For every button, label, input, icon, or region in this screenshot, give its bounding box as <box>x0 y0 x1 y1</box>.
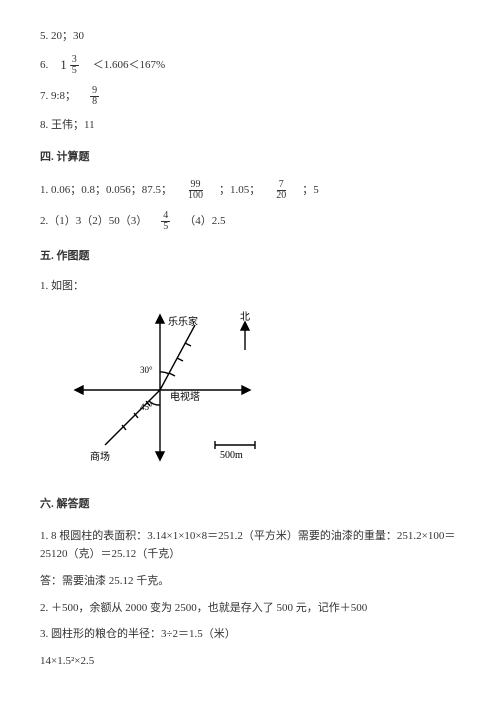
text: 1. 0.06；0.8；0.056；87.5； <box>40 182 172 199</box>
label-angle2: 45° <box>140 402 153 412</box>
s6-p1-ans: 答：需要油漆 25.12 千克。 <box>40 572 460 591</box>
fraction: 9 8 <box>90 86 99 107</box>
fraction: 3 5 <box>70 55 79 76</box>
text: （4）2.5 <box>184 213 225 230</box>
section4-title: 四. 计算题 <box>40 149 460 166</box>
denominator: 20 <box>274 191 288 201</box>
section6-title: 六. 解答题 <box>40 496 460 513</box>
fraction: 7 20 <box>274 180 288 201</box>
s6-p4: 14×1.5²×2.5 <box>40 652 460 671</box>
section6-body: 1. 8 根圆柱的表面积：3.14×1×10×8＝251.2（平方米）需要的油漆… <box>40 527 460 671</box>
text: ；5 <box>302 182 319 199</box>
section5-q1: 1. 如图： <box>40 278 460 295</box>
text: 2.（1）3（2）50（3） <box>40 213 147 230</box>
text: 5. 20；30 <box>40 28 84 45</box>
suffix: ＜1.606＜167% <box>93 57 165 74</box>
section4-q1: 1. 0.06；0.8；0.056；87.5； 99 100 ；1.05； 7 … <box>40 180 460 201</box>
numerator: 4 <box>161 211 170 222</box>
text: 1. 如图： <box>40 278 84 295</box>
numerator: 99 <box>189 180 203 191</box>
numerator: 7 <box>277 180 286 191</box>
section4-q2: 2.（1）3（2）50（3） 4 5 （4）2.5 <box>40 211 460 232</box>
s6-p3: 3. 圆柱形的粮仓的半径：3÷2＝1.5（米） <box>40 625 460 644</box>
denominator: 8 <box>90 97 99 107</box>
label-mall: 商场 <box>90 450 110 463</box>
label-tvtower: 电视塔 <box>170 390 200 403</box>
denominator: 5 <box>70 66 79 76</box>
prefix: 7. 9:8； <box>40 88 76 105</box>
numerator: 9 <box>90 86 99 97</box>
whole: 1 <box>60 55 67 75</box>
fraction: 4 5 <box>161 211 170 232</box>
s6-p1: 1. 8 根圆柱的表面积：3.14×1×10×8＝251.2（平方米）需要的油漆… <box>40 527 460 564</box>
label-lelehome: 乐乐家 <box>168 315 198 328</box>
fraction: 99 100 <box>186 180 205 201</box>
text: 8. 王伟；11 <box>40 117 95 134</box>
direction-diagram: 北 乐乐家 电视塔 商场 500m 30° 45° <box>70 305 460 481</box>
denominator: 100 <box>186 191 205 201</box>
label-north: 北 <box>240 311 250 323</box>
section5-title: 五. 作图题 <box>40 248 460 265</box>
answer-7: 7. 9:8； 9 8 <box>40 86 460 107</box>
numerator: 3 <box>70 55 79 66</box>
answer-8: 8. 王伟；11 <box>40 117 460 134</box>
prefix: 6. <box>40 57 48 74</box>
label-scale: 500m <box>220 450 243 461</box>
mixed-fraction: 1 3 5 <box>60 55 81 76</box>
s6-p2: 2. ＋500，余额从 2000 变为 2500，也就是存入了 500 元，记作… <box>40 599 460 618</box>
answer-5: 5. 20；30 <box>40 28 460 45</box>
text: ；1.05； <box>219 182 260 199</box>
diagram-svg: 北 乐乐家 电视塔 商场 500m 30° 45° <box>70 305 290 475</box>
label-angle1: 30° <box>140 365 153 375</box>
denominator: 5 <box>161 222 170 232</box>
answer-6: 6. 1 3 5 ＜1.606＜167% <box>40 55 460 76</box>
